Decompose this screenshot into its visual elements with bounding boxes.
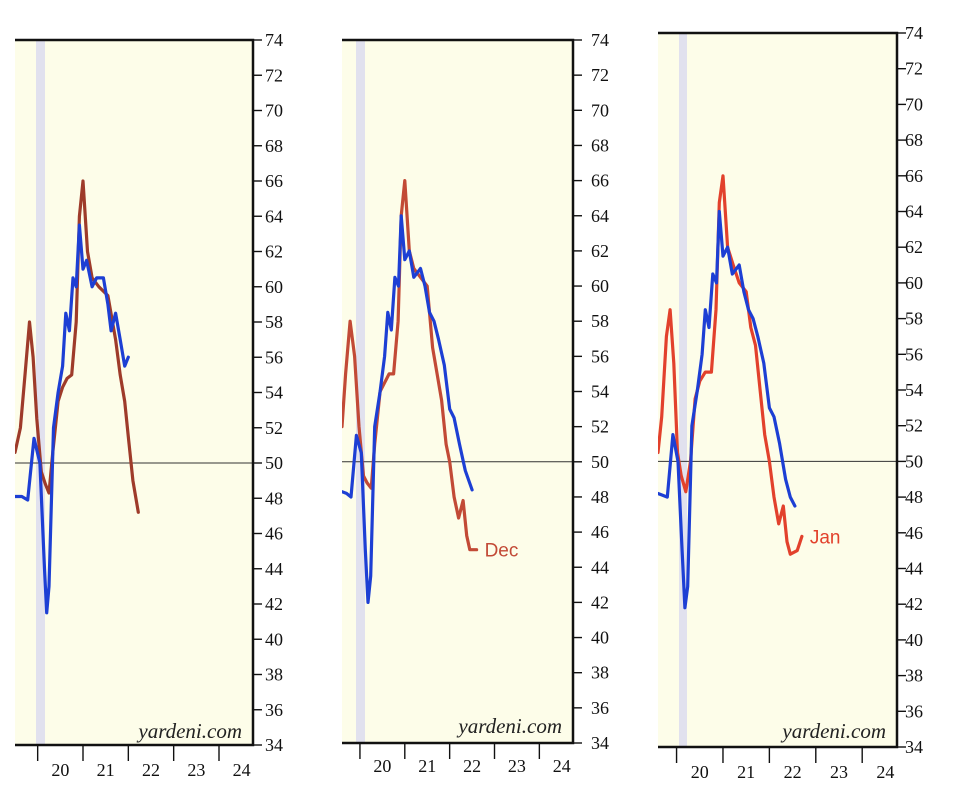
y-tick-label: 66: [265, 171, 283, 191]
y-tick-label: 64: [265, 206, 283, 226]
y-tick-label: 52: [591, 417, 609, 437]
y-tick-label: 64: [905, 202, 923, 222]
y-tick-label: 60: [265, 277, 283, 297]
x-tick-label: 24: [876, 762, 894, 782]
y-tick-label: 72: [591, 65, 609, 85]
y-tick-label: 74: [905, 23, 923, 43]
x-tick-label: 23: [830, 762, 848, 782]
y-tick-label: 40: [591, 628, 609, 648]
y-tick-label: 56: [265, 347, 283, 367]
series-line-2: [15, 223, 130, 615]
series-line-2: [342, 214, 474, 604]
y-tick-label: 34: [265, 735, 283, 755]
y-tick-label: 38: [265, 665, 283, 685]
plot-area: [15, 40, 253, 745]
x-tick-label: 24: [233, 760, 251, 780]
y-tick-label: 38: [905, 666, 923, 686]
y-tick-label: 44: [265, 559, 283, 579]
y-tick-label: 52: [265, 418, 283, 438]
plot-area: [658, 33, 897, 747]
recession-shading: [679, 33, 687, 747]
y-tick-label: 44: [905, 559, 923, 579]
x-tick-label: 23: [187, 760, 205, 780]
y-tick-label: 48: [265, 488, 283, 508]
y-tick-label: 62: [265, 242, 283, 262]
y-tick-label: 62: [591, 241, 609, 261]
y-tick-label: 50: [905, 451, 923, 471]
x-tick-label: 22: [142, 760, 160, 780]
y-tick-label: 36: [265, 700, 283, 720]
x-tick-label: 21: [418, 756, 436, 776]
plot-area: [342, 40, 573, 743]
chart-panel-1: 34 36 38 40 42 44 46 48 50 52 54 56 58 60 62 64 66 68 70 72…: [15, 30, 283, 780]
x-tick-label: 24: [553, 756, 571, 776]
y-tick-label: 68: [265, 136, 283, 156]
y-tick-label: 56: [591, 346, 609, 366]
y-tick-label: 72: [905, 59, 923, 79]
chart-panel-2: 34 36 38 40 42 44 46 48 50 52 54 56 58 60 62 64 66 68 70 72…: [342, 30, 609, 776]
watermark-text: yardeni.com: [456, 714, 562, 738]
y-tick-label: 64: [591, 206, 609, 226]
y-tick-label: 52: [905, 416, 923, 436]
y-tick-label: 48: [905, 487, 923, 507]
y-tick-label: 48: [591, 487, 609, 507]
y-tick-label: 46: [905, 523, 923, 543]
x-tick-label: 22: [784, 762, 802, 782]
x-tick-label: 23: [508, 756, 526, 776]
x-tick-label: 21: [97, 760, 115, 780]
y-tick-label: 66: [591, 171, 609, 191]
y-tick-label: 68: [905, 130, 923, 150]
watermark-text: yardeni.com: [136, 719, 242, 743]
y-tick-label: 70: [265, 101, 283, 121]
y-tick-label: 40: [265, 629, 283, 649]
x-tick-label: 20: [373, 756, 391, 776]
end-label: Dec: [485, 541, 519, 562]
y-tick-label: 58: [591, 311, 609, 331]
y-tick-label: 70: [905, 94, 923, 114]
y-tick-label: 42: [905, 594, 923, 614]
y-tick-label: 66: [905, 166, 923, 186]
y-tick-label: 46: [265, 524, 283, 544]
y-tick-label: 46: [591, 522, 609, 542]
y-tick-label: 58: [265, 312, 283, 332]
y-tick-label: 50: [591, 452, 609, 472]
y-tick-label: 74: [591, 30, 609, 50]
series-line-1: [15, 179, 140, 514]
y-tick-label: 56: [905, 344, 923, 364]
y-tick-label: 54: [265, 383, 283, 403]
x-tick-label: 22: [463, 756, 481, 776]
x-tick-label: 20: [51, 760, 69, 780]
y-tick-label: 36: [591, 698, 609, 718]
y-tick-label: 54: [905, 380, 923, 400]
y-tick-label: 50: [265, 453, 283, 473]
y-tick-label: 62: [905, 237, 923, 257]
watermark-text: yardeni.com: [780, 719, 886, 743]
y-tick-label: 72: [265, 65, 283, 85]
y-tick-label: 60: [591, 276, 609, 296]
recession-shading: [36, 40, 45, 745]
y-tick-label: 44: [591, 557, 609, 577]
y-tick-label: 70: [591, 100, 609, 120]
y-tick-label: 54: [591, 382, 609, 402]
y-tick-label: 38: [591, 663, 609, 683]
x-tick-label: 20: [691, 762, 709, 782]
y-tick-label: 34: [905, 737, 923, 757]
y-tick-label: 42: [591, 592, 609, 612]
recession-shading: [356, 40, 365, 743]
y-tick-label: 34: [591, 733, 609, 753]
chart-panel-3: 34 36 38 40 42 44 46 48 50 52 54 56 58 60 62 64 66 68 70 72…: [658, 23, 923, 782]
series-line-2: [658, 209, 797, 610]
y-tick-label: 68: [591, 135, 609, 155]
end-label: Jan: [810, 527, 841, 548]
y-tick-label: 40: [905, 630, 923, 650]
y-tick-label: 42: [265, 594, 283, 614]
y-tick-label: 74: [265, 30, 283, 50]
y-tick-label: 36: [905, 701, 923, 721]
y-tick-label: 58: [905, 309, 923, 329]
y-tick-label: 60: [905, 273, 923, 293]
x-tick-label: 21: [737, 762, 755, 782]
